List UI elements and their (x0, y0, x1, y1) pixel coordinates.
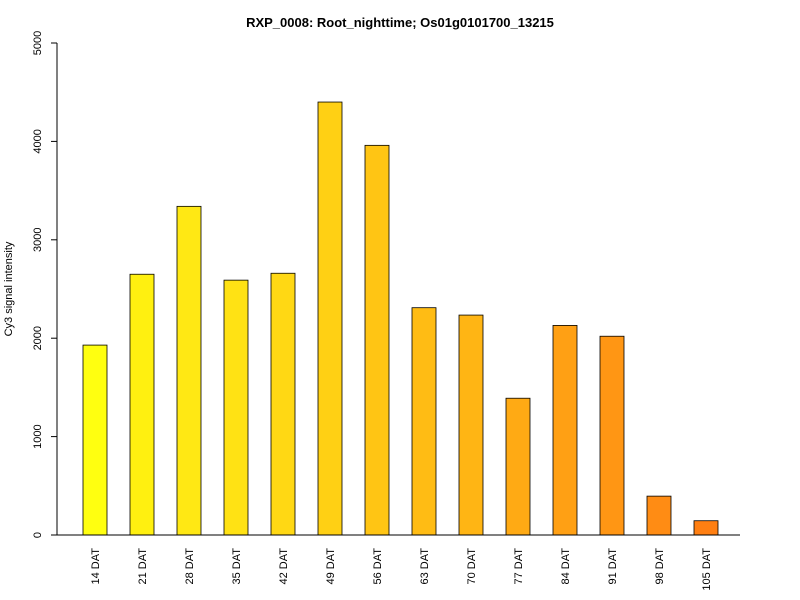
bar (82, 344, 108, 536)
bars (82, 101, 719, 536)
bar (693, 520, 719, 536)
y-tick-label: 3000 (32, 228, 44, 252)
x-tick-labels: 14 DAT 21 DAT 28 DAT 35 DAT 42 DAT 49 DAT 56 D… (90, 548, 713, 591)
y-axis: 0 1000 2000 3000 4000 5000 (32, 31, 58, 538)
bar (552, 325, 578, 536)
y-axis-label: Cy3 signal intensity (3, 241, 15, 336)
x-tick-label: 84 DAT (560, 548, 572, 585)
x-tick-label: 21 DAT (137, 548, 149, 585)
bar (317, 101, 343, 536)
x-tick-label: 42 DAT (278, 548, 290, 585)
bar (458, 314, 484, 536)
x-tick-label: 56 DAT (372, 548, 384, 585)
bar (599, 335, 625, 536)
x-tick-label: 70 DAT (466, 548, 478, 585)
bar (364, 144, 390, 536)
y-tick-label: 5000 (32, 31, 44, 55)
bar (129, 273, 155, 536)
x-tick-label: 28 DAT (184, 548, 196, 585)
chart-title: RXP_0008: Root_nighttime; Os01g0101700_1… (246, 15, 554, 30)
y-tick-label: 4000 (32, 129, 44, 153)
x-tick-label: 98 DAT (654, 548, 666, 585)
bar (646, 495, 672, 536)
bar (270, 272, 296, 536)
y-tick-label: 1000 (32, 424, 44, 448)
x-tick-label: 105 DAT (701, 548, 713, 591)
y-tick-label: 0 (32, 532, 44, 538)
bar (223, 279, 249, 536)
bar (505, 397, 531, 536)
y-tick-label: 2000 (32, 326, 44, 350)
x-tick-label: 77 DAT (513, 548, 525, 585)
x-tick-label: 63 DAT (419, 548, 431, 585)
x-tick-label: 14 DAT (90, 548, 102, 585)
x-tick-label: 91 DAT (607, 548, 619, 585)
x-tick-label: 35 DAT (231, 548, 243, 585)
bar (411, 307, 437, 536)
bar (176, 205, 202, 536)
x-tick-label: 49 DAT (325, 548, 337, 585)
